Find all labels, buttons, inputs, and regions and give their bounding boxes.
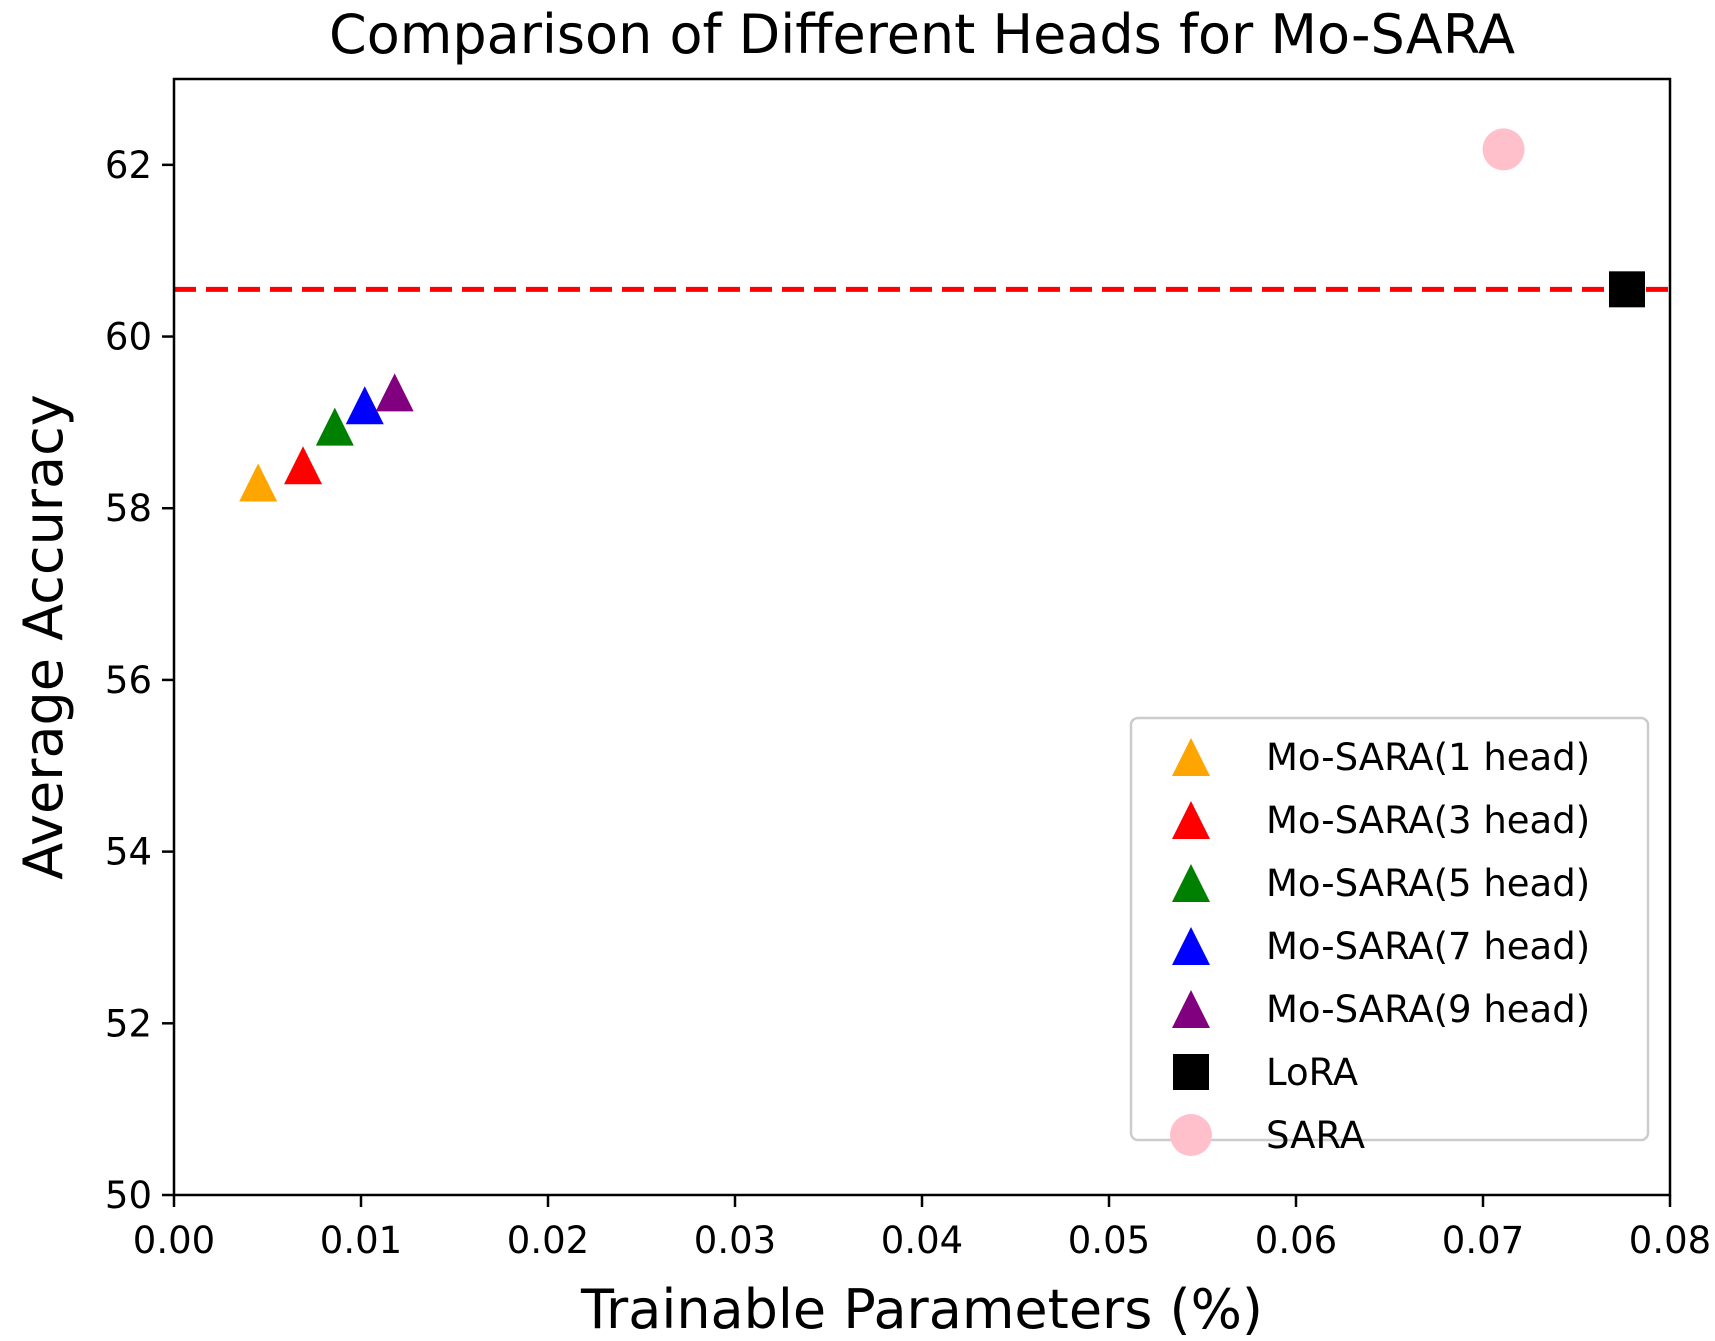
data-point bbox=[284, 446, 323, 485]
x-tick-label: 0.08 bbox=[1629, 1219, 1711, 1262]
y-tick-label: 50 bbox=[105, 1174, 152, 1217]
y-axis-ticks: 50 52 54 56 58 60 62 bbox=[105, 144, 174, 1217]
chart-title: Comparison of Different Heads for Mo-SAR… bbox=[329, 3, 1515, 66]
y-axis-label: Average Accuracy bbox=[12, 394, 75, 879]
data-point bbox=[1608, 271, 1645, 308]
legend-label: Mo-SARA(7 head) bbox=[1266, 925, 1590, 968]
legend: Mo-SARA(1 head) Mo-SARA(3 head) Mo-SARA(5 … bbox=[1129, 716, 1650, 1157]
x-tick-label: 0.00 bbox=[133, 1219, 215, 1262]
plot-frame bbox=[172, 77, 1672, 1197]
legend-marker bbox=[1172, 990, 1210, 1028]
legend-label: Mo-SARA(3 head) bbox=[1266, 799, 1590, 842]
legend-frame bbox=[1129, 716, 1650, 1142]
x-tick-label: 0.04 bbox=[881, 1219, 963, 1262]
legend-marker bbox=[1172, 927, 1210, 965]
x-axis-label: Trainable Parameters (%) bbox=[580, 1278, 1263, 1341]
y-tick-label: 62 bbox=[105, 144, 152, 187]
legend-label: LoRA bbox=[1266, 1051, 1358, 1094]
x-tick-label: 0.05 bbox=[1068, 1219, 1150, 1262]
x-axis-ticks: 0.00 0.01 0.02 0.03 0.04 0.05 0.06 0.07 0.08 bbox=[133, 1195, 1711, 1262]
data-point bbox=[1482, 128, 1525, 171]
data-point bbox=[315, 407, 354, 446]
x-tick-label: 0.07 bbox=[1442, 1219, 1524, 1262]
legend-label: Mo-SARA(9 head) bbox=[1266, 988, 1590, 1031]
x-tick-label: 0.02 bbox=[507, 1219, 589, 1262]
data-points bbox=[239, 128, 1645, 502]
legend-marker bbox=[1170, 1114, 1212, 1156]
x-tick-label: 0.06 bbox=[1255, 1219, 1337, 1262]
legend-marker bbox=[1172, 801, 1210, 839]
x-tick-label: 0.01 bbox=[320, 1219, 402, 1262]
legend-label: Mo-SARA(1 head) bbox=[1266, 736, 1590, 779]
legend-label: Mo-SARA(5 head) bbox=[1266, 862, 1590, 905]
y-tick-label: 52 bbox=[105, 1002, 152, 1045]
data-point bbox=[239, 463, 278, 502]
y-tick-label: 58 bbox=[105, 487, 152, 530]
legend-marker bbox=[1172, 864, 1210, 902]
legend-marker bbox=[1173, 1054, 1209, 1090]
y-tick-label: 54 bbox=[105, 831, 152, 874]
y-tick-label: 60 bbox=[105, 316, 152, 359]
legend-label: SARA bbox=[1266, 1114, 1365, 1157]
x-tick-label: 0.03 bbox=[694, 1219, 776, 1262]
y-tick-label: 56 bbox=[105, 659, 152, 702]
legend-marker bbox=[1172, 738, 1210, 776]
data-point bbox=[345, 386, 384, 425]
data-point bbox=[375, 373, 414, 412]
